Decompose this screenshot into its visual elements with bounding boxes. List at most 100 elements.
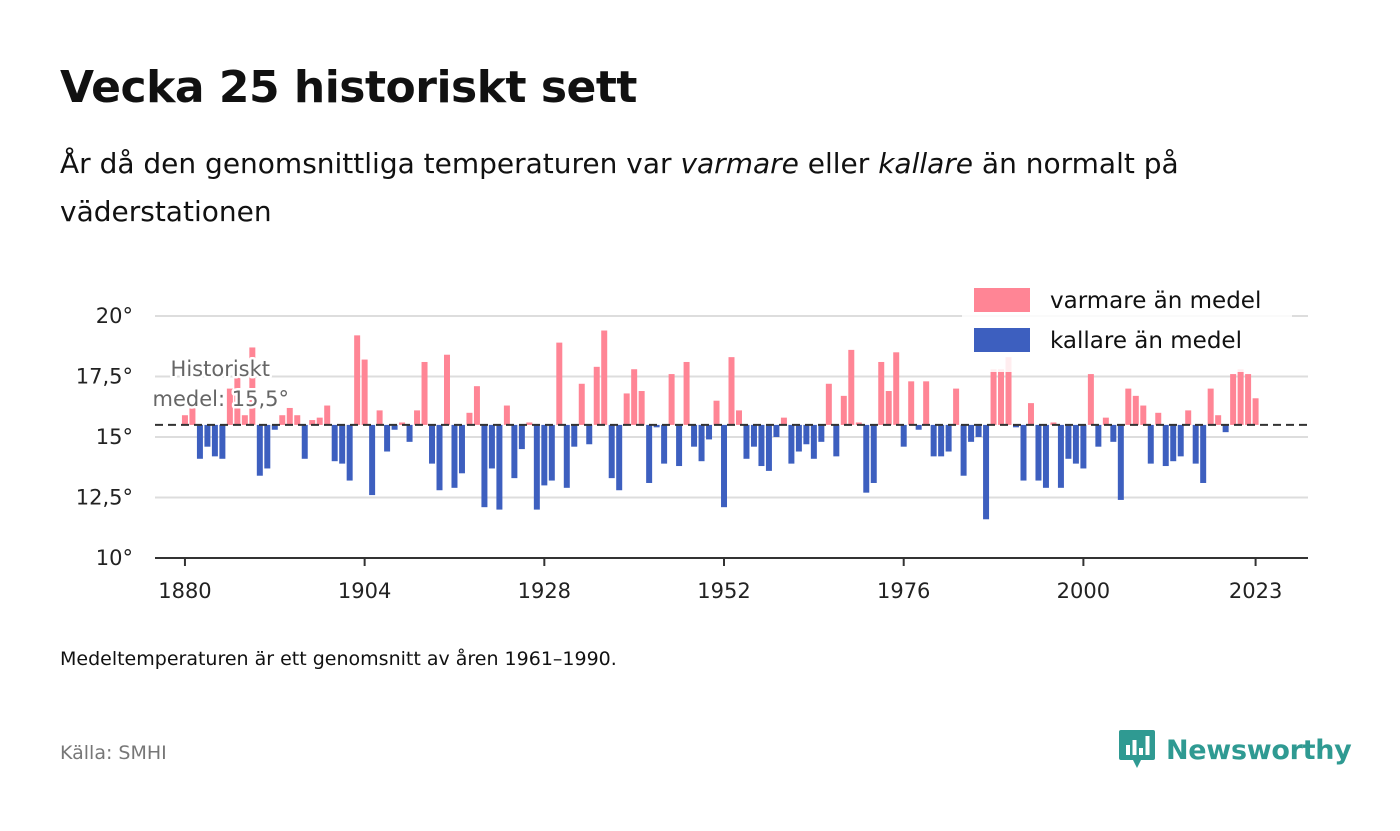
bar-2005: [1117, 424, 1124, 500]
y-tick-label: 12,5°: [76, 486, 133, 510]
bar-1964: [810, 424, 817, 459]
bar-1926: [526, 422, 533, 425]
bar-1941: [638, 391, 645, 425]
bar-1909: [399, 422, 406, 425]
bar-1899: [324, 405, 331, 425]
bar-1912: [421, 361, 428, 425]
x-tick-label: 1928: [518, 579, 571, 603]
bar-1992: [1020, 424, 1027, 481]
x-tick-label: 1976: [877, 579, 930, 603]
bar-1923: [503, 405, 510, 425]
subtitle-part2: eller: [798, 147, 879, 180]
legend: varmare än medel kallare än medel: [962, 284, 1292, 372]
bar-1888: [241, 415, 248, 425]
bar-1988: [990, 369, 997, 425]
bar-2000: [1080, 424, 1087, 469]
bar-1982: [945, 424, 952, 452]
bar-1938: [616, 424, 623, 491]
bar-1900: [331, 424, 338, 462]
bar-1979: [923, 381, 930, 425]
bar-2016: [1200, 424, 1207, 483]
bar-1887: [234, 376, 241, 425]
bar-1881: [189, 407, 196, 425]
bar-2003: [1102, 417, 1109, 425]
bar-1919: [473, 386, 480, 425]
bar-1980: [930, 424, 937, 457]
x-tick-label: 1952: [697, 579, 750, 603]
bar-1883: [204, 424, 211, 447]
bar-1903: [354, 335, 361, 425]
reference-layer: Historiskt medel: 15,5°: [150, 355, 1308, 426]
bar-2023: [1252, 398, 1259, 425]
bar-1965: [818, 424, 825, 442]
bar-1958: [765, 424, 772, 471]
reference-label-line2: medel: 15,5°: [153, 387, 289, 411]
bar-1972: [870, 424, 877, 483]
bar-1933: [578, 383, 585, 425]
bar-1947: [683, 361, 690, 425]
y-tick-label: 15°: [96, 425, 133, 449]
bar-2018: [1215, 415, 1222, 425]
bar-2010: [1155, 412, 1162, 425]
bar-1886: [226, 388, 233, 425]
bar-1976: [900, 424, 907, 447]
newsworthy-logo: Newsworthy: [1118, 728, 1352, 772]
bar-1898: [316, 417, 323, 425]
bar-1978: [915, 424, 922, 430]
bar-1984: [960, 424, 967, 476]
bar-1890: [256, 424, 263, 476]
bar-1977: [908, 381, 915, 425]
bar-1902: [346, 424, 353, 481]
subtitle-warm: varmare: [680, 147, 799, 180]
bar-1959: [773, 424, 780, 437]
bar-1908: [391, 424, 398, 430]
legend-label: varmare än medel: [1050, 288, 1261, 314]
bar-1975: [893, 352, 900, 425]
bar-1990: [1005, 357, 1012, 425]
subtitle-cold: kallare: [878, 147, 974, 180]
bar-1929: [548, 424, 555, 481]
x-tick-label: 2000: [1057, 579, 1110, 603]
subtitle: År då den genomsnittliga temperaturen va…: [60, 140, 1290, 236]
bar-1906: [376, 410, 383, 425]
bar-1974: [885, 391, 892, 425]
bar-1928: [541, 424, 548, 486]
bar-1989: [998, 369, 1005, 425]
bar-2009: [1147, 424, 1154, 464]
bar-1927: [533, 424, 540, 510]
bar-1943: [653, 424, 660, 428]
bar-1969: [848, 349, 855, 425]
bar-1995: [1042, 424, 1049, 488]
bar-1951: [713, 400, 720, 425]
y-tick-label: 20°: [96, 304, 133, 328]
bar-1962: [795, 424, 802, 452]
bar-1885: [219, 424, 226, 459]
x-tick-label: 1880: [158, 579, 211, 603]
temperature-bar-chart: 10° 12,5° 15° 17,5° 20° 1880 1904 1928 1952 1976 2…: [75, 284, 1308, 603]
bar-1952: [721, 424, 728, 508]
subtitle-part1: År då den genomsnittliga temperaturen va…: [60, 147, 681, 180]
bar-1894: [286, 407, 293, 425]
bar-layer: [181, 330, 1259, 520]
bar-1930: [556, 342, 563, 425]
bar-1892: [271, 424, 278, 430]
bar-1917: [458, 424, 465, 474]
bar-1932: [571, 424, 578, 447]
bar-1895: [294, 415, 301, 425]
footnote: Medeltemperaturen är ett genomsnitt av å…: [60, 648, 617, 670]
bar-2021: [1237, 369, 1244, 425]
bar-1904: [361, 359, 368, 425]
bar-1918: [466, 412, 473, 425]
bar-1913: [429, 424, 436, 464]
bar-2007: [1132, 395, 1139, 425]
bar-2006: [1125, 388, 1132, 425]
bar-1948: [691, 424, 698, 447]
bar-1973: [878, 361, 885, 425]
bar-2011: [1162, 424, 1169, 467]
bar-1970: [855, 422, 862, 425]
bar-1968: [840, 395, 847, 425]
bar-1891: [264, 424, 271, 469]
bar-1983: [953, 388, 960, 425]
bar-1957: [758, 424, 765, 467]
bar-2020: [1230, 374, 1237, 425]
